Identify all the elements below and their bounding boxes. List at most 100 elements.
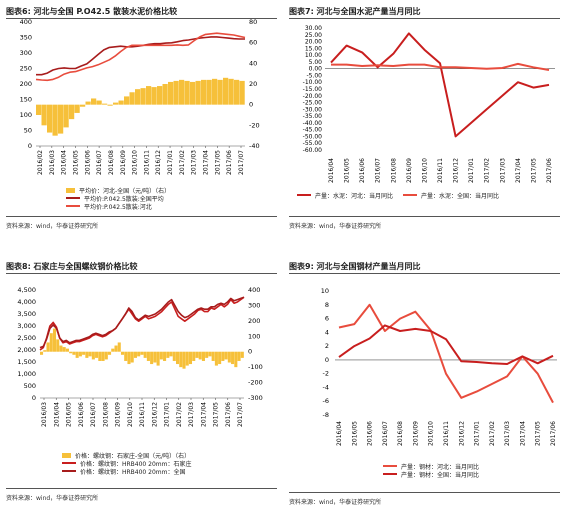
source-note: 资料来源：wind，华泰证券研究所 [6, 495, 99, 502]
y-tick-label: -20.00 [303, 93, 323, 100]
source-note: 资料来源：wind，华泰证券研究所 [289, 223, 382, 230]
bar [82, 351, 86, 355]
legend-label: 平均价:P.042.5散装:河北 [84, 203, 152, 211]
y-tick-label: 0.00 [309, 66, 323, 73]
bar [159, 351, 163, 360]
bar [133, 351, 137, 358]
x-tick-label: 2016/07 [96, 150, 103, 175]
chart-panel-rebar-price: 图表8: 石家庄与全国螺纹钢价格比较 0 500 1,000 1,500 2,000 2,… [0, 255, 283, 510]
bar [124, 96, 130, 105]
y-tick-label-left: 4,500 [17, 286, 36, 294]
legend-label: 价格：螺纹钢：HRB400 20mm：石家庄 [80, 460, 192, 468]
x-tick-label: 2016/06 [84, 150, 91, 175]
bar [127, 351, 131, 365]
y-tick-label-left: 300 [20, 49, 32, 57]
x-tick-label: 2016/10 [428, 421, 435, 446]
bar [237, 351, 241, 361]
bar [195, 351, 199, 358]
bar [201, 351, 205, 361]
bar [104, 351, 108, 360]
bar [182, 351, 186, 369]
bar [98, 351, 102, 361]
bar [162, 84, 168, 105]
bar [234, 79, 240, 105]
bar [169, 351, 173, 357]
y-tick-label-left: 0 [28, 142, 32, 150]
series-line [36, 36, 245, 76]
y-tick-label-right: -200 [248, 379, 263, 387]
y-tick-label-right: 400 [248, 286, 260, 294]
y-tick-label: 10 [321, 287, 329, 295]
cement-price-chart: 0 50 100 150 200 250 300 350 400 -40 -20 0 20 40 60 80 2… [20, 18, 260, 175]
y-tick-label-left: 250 [20, 65, 32, 73]
bar [52, 104, 58, 136]
bar [95, 351, 99, 358]
x-tick-label: 2016/02 [37, 150, 44, 175]
chart-legend: 价格：螺纹钢：石家庄-全国（元/吨）（右） 价格：螺纹钢：HRB400 20mm… [62, 451, 192, 476]
bar [228, 78, 234, 105]
chart-legend: 产量：钢材：河北：当月同比 产量：钢材：全国：当月同比 [383, 462, 480, 479]
y-tick-label: 20.00 [305, 39, 322, 46]
legend-label: 价格：螺纹钢：HRB400 20mm：全国 [80, 468, 186, 476]
legend-item: 价格：螺纹钢：HRB400 20mm：石家庄 [62, 459, 192, 468]
y-tick-label: -5.00 [306, 72, 322, 79]
bar [101, 351, 105, 361]
bar [91, 98, 97, 105]
y-tick-label-left: 3,000 [17, 322, 36, 330]
bar [107, 104, 113, 106]
legend-swatch [383, 465, 397, 467]
y-tick-label: 15.00 [305, 45, 322, 52]
y-tick-label-left: 150 [20, 96, 32, 104]
y-tick-label: -50.00 [303, 133, 323, 140]
x-tick-label: 2016/09 [115, 402, 122, 427]
x-tick-label: 2016/04 [336, 421, 343, 446]
legend-label: 产量：钢材：全国：当月同比 [401, 471, 480, 479]
y-tick-label: 0 [325, 356, 329, 364]
bar [153, 351, 157, 363]
x-tick-label: 2016/10 [132, 150, 139, 175]
y-tick-label-right: 40 [249, 59, 257, 67]
x-tick-label: 2017/02 [484, 158, 491, 183]
y-tick-label: -40.00 [303, 120, 323, 127]
series-line [338, 324, 554, 365]
title-divider [289, 18, 560, 19]
y-tick-label-left: 2,000 [17, 346, 36, 354]
bar [221, 351, 225, 361]
bar [179, 351, 183, 368]
bar [88, 351, 92, 357]
bar [63, 104, 69, 128]
chart-title: 图表9: 河北与全国钢材产量当月同比 [289, 262, 421, 271]
chart-panel-steel-output: 图表9: 河北与全国钢材产量当月同比 10 8 6 4 2 0 -2 -4 -6 -8 2016/0… [283, 255, 566, 510]
x-tick-label: 2017/02 [489, 421, 496, 446]
y-tick-label-left: 200 [20, 80, 32, 88]
legend-item: 价格：螺纹钢：HRB400 20mm：全国 [62, 467, 191, 476]
bar [206, 79, 212, 105]
series-line [35, 32, 246, 82]
x-tick-label: 2016/06 [359, 158, 366, 183]
bar [172, 351, 176, 361]
y-tick-label: -35.00 [303, 113, 323, 120]
x-tick-label: 2016/07 [90, 402, 97, 427]
legend-swatch [62, 452, 71, 458]
x-tick-label: 2017/02 [179, 150, 186, 175]
bar [85, 351, 89, 358]
bar [72, 351, 76, 355]
bar [190, 81, 196, 105]
x-tick-label: 2017/04 [200, 402, 207, 427]
chart-panel-cement-output: 图表7: 河北与全国水泥产量当月同比 30.00 25.00 20.00 15.00 1… [283, 0, 566, 255]
x-tick-label: 2016/05 [66, 402, 73, 427]
y-tick-label-left: 3,500 [17, 310, 36, 318]
x-tick-label: 2017/03 [188, 402, 195, 427]
x-tick-label: 2016/08 [102, 402, 109, 427]
x-tick-label: 2016/09 [120, 150, 127, 175]
bar [198, 351, 202, 360]
bar [65, 348, 69, 352]
y-tick-label: -55.00 [303, 140, 323, 147]
x-tick-label: 2016/09 [406, 158, 413, 183]
bar [124, 351, 128, 361]
bar [111, 348, 115, 352]
x-tick-label: 2017/04 [515, 158, 522, 183]
bar [46, 342, 50, 352]
bar [205, 351, 209, 358]
x-tick-label: 2016/07 [382, 421, 389, 446]
